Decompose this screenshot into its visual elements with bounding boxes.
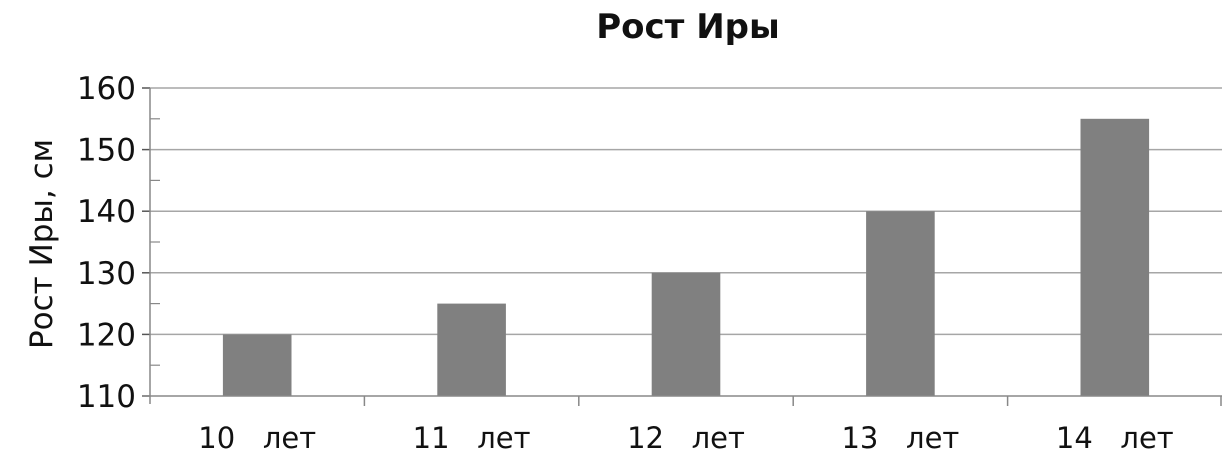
bar xyxy=(651,272,721,396)
axes xyxy=(142,87,1222,406)
y-tick-label: 150 xyxy=(77,133,136,169)
y-tick-label: 110 xyxy=(77,379,136,415)
y-tick-labels: 110 120 130 140 150 160 xyxy=(77,71,136,415)
x-tick-label: 13 лет xyxy=(841,421,959,452)
bars xyxy=(222,118,1150,397)
bar xyxy=(1080,118,1150,397)
bar xyxy=(437,303,506,396)
x-tick-label: 14 лет xyxy=(1056,421,1174,452)
y-tick-label: 130 xyxy=(77,256,136,292)
y-tick-label: 140 xyxy=(77,194,136,230)
x-tick-label: 10 лет xyxy=(198,421,316,452)
x-tick-labels: 10 лет 11 лет 12 лет 13 лет 14 лет xyxy=(198,421,1174,452)
chart-title: Рост Иры xyxy=(596,7,780,47)
gridlines xyxy=(150,87,1222,336)
bar xyxy=(222,334,292,396)
bar xyxy=(866,211,935,396)
x-tick-label: 12 лет xyxy=(627,421,745,452)
x-tick-label: 11 лет xyxy=(413,421,531,452)
y-tick-label: 160 xyxy=(77,71,136,107)
y-tick-label: 120 xyxy=(77,317,136,353)
y-axis-label: Рост Иры, см xyxy=(24,139,60,349)
